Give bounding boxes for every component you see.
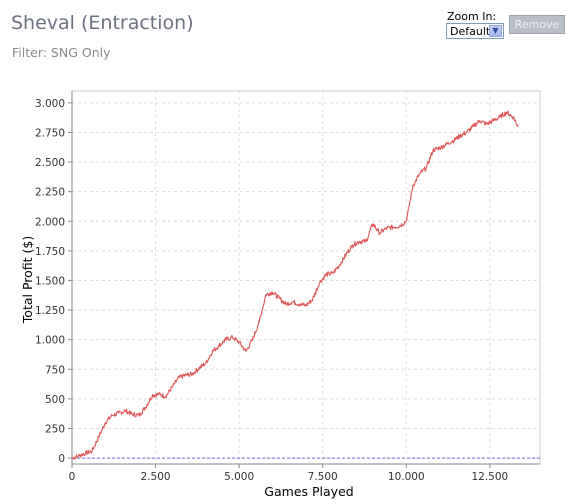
plot-area <box>71 90 541 465</box>
y-tick-label: 2.500 <box>35 157 65 169</box>
y-tick-label: 250 <box>45 423 65 435</box>
y-tick-label: 1.250 <box>35 305 65 317</box>
y-tick-label: 1.750 <box>35 246 65 258</box>
y-tick-label: 1.500 <box>35 275 65 287</box>
x-tick-label: 5.000 <box>224 471 254 483</box>
axes: 0 250 500 750 1.000 1.250 1.500 1.750 2.000 2.250… <box>35 91 540 483</box>
filter-label: Filter: SNG Only <box>12 45 111 60</box>
y-tick-label: 2.250 <box>35 187 65 199</box>
page-title: Sheval (Entraction) <box>11 12 194 34</box>
zoom-select[interactable]: Default ▼ <box>446 23 504 39</box>
grid-lines <box>71 91 540 464</box>
y-tick-label: 750 <box>45 364 65 376</box>
profit-series-line <box>71 110 519 460</box>
zoom-label: Zoom In: <box>447 10 497 23</box>
x-tick-label: 7.500 <box>308 471 338 483</box>
x-axis-label: Games Played <box>264 484 353 499</box>
y-tick-label: 3.000 <box>35 98 65 110</box>
x-tick-label: 10.000 <box>388 471 425 483</box>
y-tick-label: 500 <box>45 394 65 406</box>
y-tick-label: 2.750 <box>35 127 65 139</box>
y-tick-label: 2.000 <box>35 216 65 228</box>
y-tick-label: 1.000 <box>35 335 65 347</box>
y-axis-label: Total Profit ($) <box>20 236 35 324</box>
x-tick-label: 0 <box>69 471 76 483</box>
series-group <box>71 110 519 460</box>
zoom-select-value: Default <box>450 25 491 38</box>
x-tick-label: 2.500 <box>141 471 171 483</box>
x-tick-label: 12.500 <box>471 471 508 483</box>
y-tick-label: 0 <box>58 453 65 465</box>
remove-button[interactable]: Remove <box>509 15 565 34</box>
chevron-down-icon[interactable]: ▼ <box>489 25 502 37</box>
